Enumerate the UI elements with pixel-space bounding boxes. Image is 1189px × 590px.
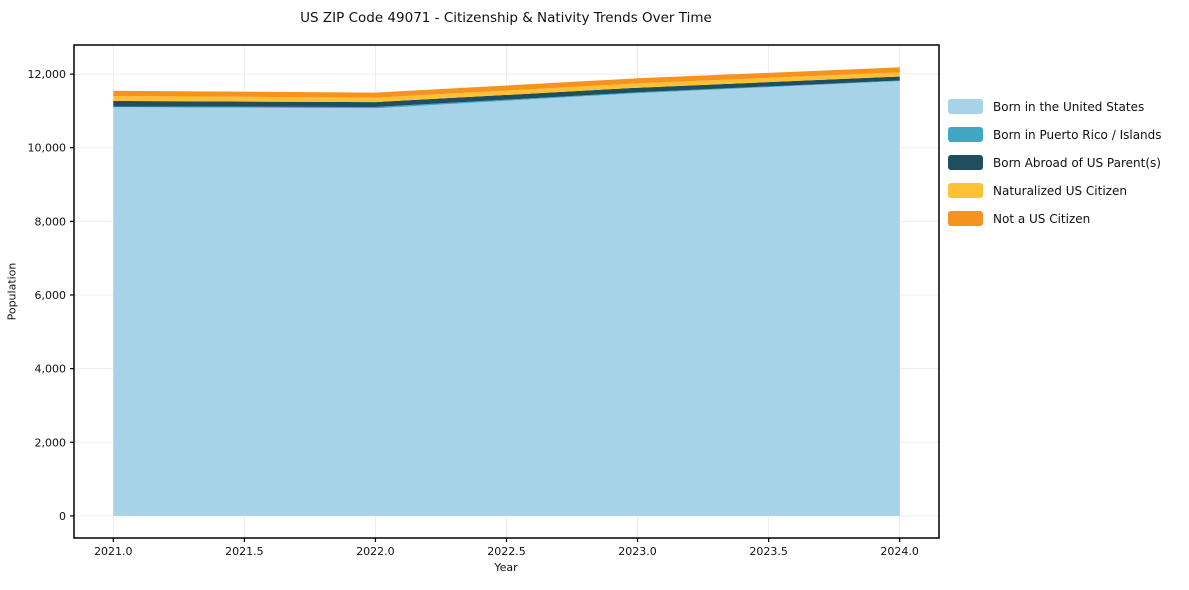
legend-label: Born Abroad of US Parent(s) bbox=[993, 155, 1161, 170]
legend-label: Not a US Citizen bbox=[993, 211, 1091, 226]
area-series bbox=[113, 76, 900, 107]
legend-item: Naturalized US Citizen bbox=[948, 183, 1162, 198]
y-tick-label: 12,000 bbox=[28, 68, 67, 81]
x-axis-label: Year bbox=[494, 561, 518, 574]
legend-swatch bbox=[948, 99, 983, 114]
legend-label: Born in Puerto Rico / Islands bbox=[993, 127, 1162, 142]
x-tick-label: 2022.0 bbox=[356, 545, 395, 558]
y-tick-label: 2,000 bbox=[35, 436, 67, 449]
area-series bbox=[113, 72, 900, 103]
legend-label: Naturalized US Citizen bbox=[993, 183, 1127, 198]
legend-swatch bbox=[948, 211, 983, 226]
x-tick-label: 2023.0 bbox=[618, 545, 657, 558]
x-tick-label: 2021.0 bbox=[94, 545, 133, 558]
y-tick-label: 6,000 bbox=[35, 289, 67, 302]
legend-swatch bbox=[948, 155, 983, 170]
legend: Born in the United States Born in Puerto… bbox=[948, 99, 1162, 239]
area-series bbox=[113, 67, 900, 98]
x-tick-label: 2021.5 bbox=[225, 545, 264, 558]
legend-swatch bbox=[948, 127, 983, 142]
x-tick-label: 2023.5 bbox=[749, 545, 788, 558]
x-tick-label: 2024.0 bbox=[880, 545, 919, 558]
legend-item: Born in the United States bbox=[948, 99, 1162, 114]
legend-label: Born in the United States bbox=[993, 99, 1145, 114]
chart-title: US ZIP Code 49071 - Citizenship & Nativi… bbox=[300, 10, 712, 26]
area-series bbox=[113, 81, 900, 516]
x-tick-label: 2022.5 bbox=[487, 545, 526, 558]
legend-item: Born Abroad of US Parent(s) bbox=[948, 155, 1162, 170]
legend-item: Not a US Citizen bbox=[948, 211, 1162, 226]
legend-item: Born in Puerto Rico / Islands bbox=[948, 127, 1162, 142]
y-tick-label: 0 bbox=[59, 510, 66, 523]
y-tick-label: 4,000 bbox=[35, 363, 67, 376]
y-tick-label: 8,000 bbox=[35, 215, 67, 228]
legend-swatch bbox=[948, 183, 983, 198]
y-tick-label: 10,000 bbox=[28, 142, 67, 155]
